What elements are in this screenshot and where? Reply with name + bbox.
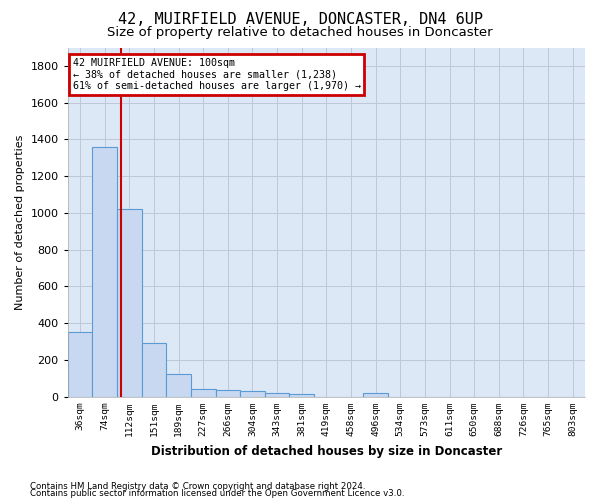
Y-axis label: Number of detached properties: Number of detached properties [15, 134, 25, 310]
Bar [68, 332, 92, 397]
X-axis label: Distribution of detached houses by size in Doncaster: Distribution of detached houses by size … [151, 444, 502, 458]
Bar [166, 374, 191, 397]
Text: Contains public sector information licensed under the Open Government Licence v3: Contains public sector information licen… [30, 489, 404, 498]
Bar [364, 394, 388, 397]
Bar [191, 390, 215, 397]
Bar [215, 390, 240, 397]
Bar [117, 210, 142, 397]
Bar [265, 393, 289, 397]
Bar [142, 344, 166, 397]
Text: Size of property relative to detached houses in Doncaster: Size of property relative to detached ho… [107, 26, 493, 39]
Text: Contains HM Land Registry data © Crown copyright and database right 2024.: Contains HM Land Registry data © Crown c… [30, 482, 365, 491]
Bar [240, 392, 265, 397]
Text: 42, MUIRFIELD AVENUE, DONCASTER, DN4 6UP: 42, MUIRFIELD AVENUE, DONCASTER, DN4 6UP [118, 12, 482, 28]
Bar [92, 147, 117, 397]
Text: 42 MUIRFIELD AVENUE: 100sqm
← 38% of detached houses are smaller (1,238)
61% of : 42 MUIRFIELD AVENUE: 100sqm ← 38% of det… [73, 58, 361, 91]
Bar [289, 394, 314, 397]
